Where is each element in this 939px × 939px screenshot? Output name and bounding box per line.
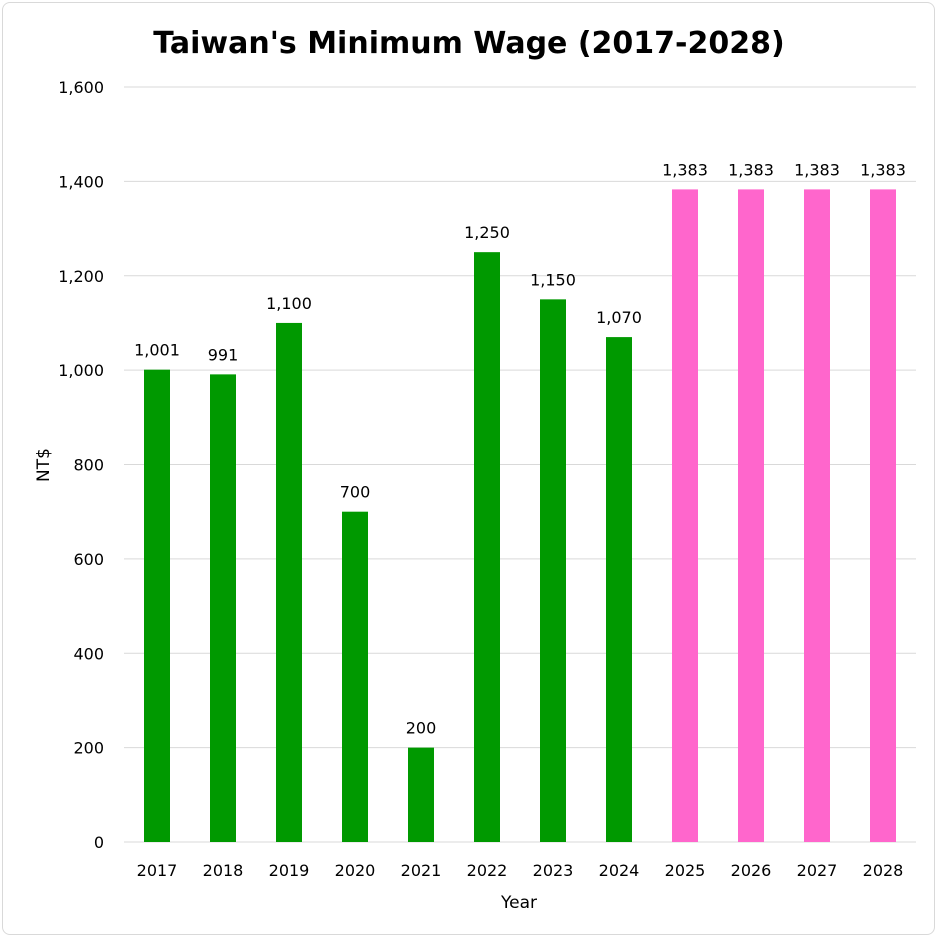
data-label-2022: 1,250: [464, 223, 510, 242]
x-axis-ticks: 2017 2018 2019 2020 2021 2022 2023 2024 2025 2026…: [137, 861, 904, 880]
y-axis-ticks: 0 200 400 600 800 1,000 1,200 1,400 1,600: [58, 78, 104, 852]
data-label-2028: 1,383: [860, 160, 906, 179]
chart-title: Taiwan's Minimum Wage (2017-2028): [153, 26, 784, 61]
data-label-2024: 1,070: [596, 308, 642, 327]
x-tick-label: 2017: [137, 861, 178, 880]
y-tick-label: 800: [73, 456, 104, 475]
y-tick-label: 1,400: [58, 172, 104, 191]
x-tick-label: 2026: [731, 861, 772, 880]
data-label-2019: 1,100: [266, 294, 312, 313]
y-tick-label: 1,200: [58, 267, 104, 286]
bar-2022: [474, 252, 500, 842]
data-labels: 1,001 991 1,100 700 200 1,250 1,150 1,070 1,383 1…: [134, 160, 906, 737]
y-tick-label: 600: [73, 550, 104, 569]
x-tick-label: 2018: [203, 861, 244, 880]
bar-2019: [276, 322, 302, 842]
bar-2027: [804, 189, 830, 843]
data-label-2018: 991: [208, 345, 239, 364]
y-tick-label: 1,600: [58, 78, 104, 97]
bar-2028: [870, 189, 896, 843]
data-label-2017: 1,001: [134, 341, 180, 360]
x-tick-label: 2021: [401, 861, 442, 880]
x-tick-label: 2019: [269, 861, 310, 880]
bar-2020: [342, 511, 368, 842]
x-axis-title: Year: [500, 893, 537, 913]
x-tick-label: 2023: [533, 861, 574, 880]
gridlines: [124, 86, 916, 843]
x-tick-label: 2020: [335, 861, 376, 880]
bar-2021: [408, 747, 434, 842]
bars: [144, 189, 896, 843]
data-label-2025: 1,383: [662, 160, 708, 179]
data-label-2026: 1,383: [728, 160, 774, 179]
bar-2024: [606, 337, 632, 842]
data-label-2027: 1,383: [794, 160, 840, 179]
data-label-2021: 200: [406, 719, 437, 738]
bar-2018: [210, 374, 236, 842]
bar-2023: [540, 299, 566, 842]
x-tick-label: 2022: [467, 861, 508, 880]
x-tick-label: 2028: [863, 861, 904, 880]
data-label-2023: 1,150: [530, 270, 576, 289]
y-tick-label: 0: [94, 833, 104, 852]
y-tick-label: 400: [73, 644, 104, 663]
x-tick-label: 2024: [599, 861, 640, 880]
bar-2025: [672, 189, 698, 843]
x-tick-label: 2027: [797, 861, 838, 880]
bar-2026: [738, 189, 764, 843]
y-axis-title: NT$: [34, 448, 54, 482]
y-tick-label: 1,000: [58, 361, 104, 380]
data-label-2020: 700: [340, 483, 371, 502]
x-tick-label: 2025: [665, 861, 706, 880]
bar-2017: [144, 369, 170, 842]
y-tick-label: 200: [73, 739, 104, 758]
